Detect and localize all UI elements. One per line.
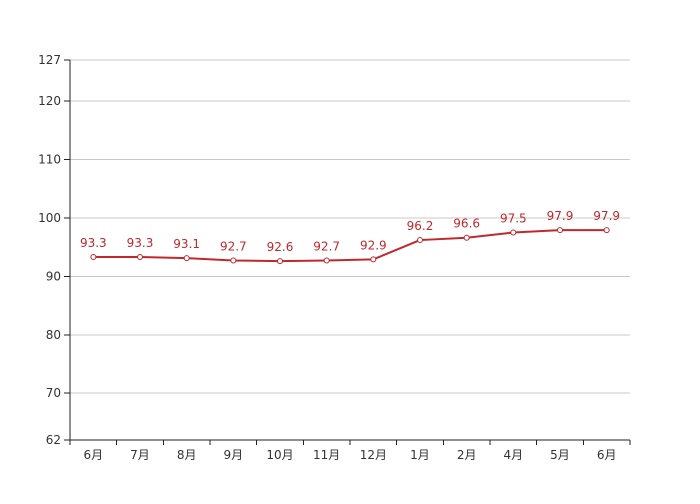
- series-line-layer: [93, 229, 607, 263]
- data-point: [137, 254, 143, 261]
- x-tick-label: 6月: [84, 448, 104, 462]
- x-tick-label: 7月: [130, 448, 150, 462]
- data-label: 97.9: [593, 209, 620, 223]
- data-points: [90, 227, 610, 265]
- x-tick-label: 11月: [313, 448, 340, 462]
- y-tick-label: 90: [46, 269, 61, 283]
- y-tick-labels: 62 70 80 90 100 110 120 127: [38, 53, 61, 447]
- y-tick-label: 120: [38, 94, 61, 108]
- axes: [64, 59, 631, 445]
- data-label: 93.3: [80, 236, 107, 250]
- y-tick-label: 100: [38, 211, 61, 225]
- data-labels: 93.3 93.3 93.1 92.7 92.6 92.7 92.9 96.2 96.6 97.5…: [80, 209, 620, 254]
- data-label: 92.6: [267, 240, 294, 254]
- grid-lines: [70, 59, 630, 394]
- data-label: 93.1: [173, 237, 200, 251]
- x-tick-label: 4月: [504, 448, 524, 462]
- x-tick-label: 6月: [597, 448, 617, 462]
- x-tick-label: 8月: [177, 448, 197, 462]
- x-tick-label: 10月: [266, 448, 293, 462]
- y-tick-label: 62: [46, 433, 61, 447]
- data-label: 93.3: [127, 236, 154, 250]
- data-label: 96.6: [453, 217, 480, 231]
- data-point: [323, 257, 330, 264]
- data-point: [183, 255, 190, 262]
- data-label: 97.9: [547, 209, 574, 223]
- x-tick-label: 2月: [457, 448, 477, 462]
- data-label: 92.9: [360, 238, 387, 252]
- data-label: 96.2: [407, 219, 434, 233]
- x-tick-label: 5月: [550, 448, 570, 462]
- y-tick-label: 70: [46, 386, 61, 400]
- x-tick-label: 1月: [410, 448, 430, 462]
- x-tick-label: 9月: [224, 448, 244, 462]
- data-point: [603, 227, 610, 234]
- series-line: [93, 229, 607, 263]
- data-point: [557, 227, 563, 234]
- y-tick-label: 127: [38, 53, 61, 67]
- data-point: [417, 237, 423, 244]
- y-tick-label: 80: [46, 328, 61, 342]
- data-point: [463, 234, 470, 241]
- data-point: [230, 257, 237, 264]
- data-point: [277, 258, 283, 265]
- data-label: 92.7: [220, 240, 247, 254]
- data-point: [370, 256, 377, 263]
- data-point: [510, 229, 517, 236]
- data-label: 92.7: [313, 240, 340, 254]
- data-point: [90, 254, 97, 261]
- x-tick-labels: 6月 7月 8月 9月 10月 11月 12月 1月 2月 4月 5月 6月: [84, 448, 617, 462]
- data-label: 97.5: [500, 211, 527, 225]
- x-tick-label: 12月: [360, 448, 387, 462]
- y-tick-label: 110: [38, 152, 61, 166]
